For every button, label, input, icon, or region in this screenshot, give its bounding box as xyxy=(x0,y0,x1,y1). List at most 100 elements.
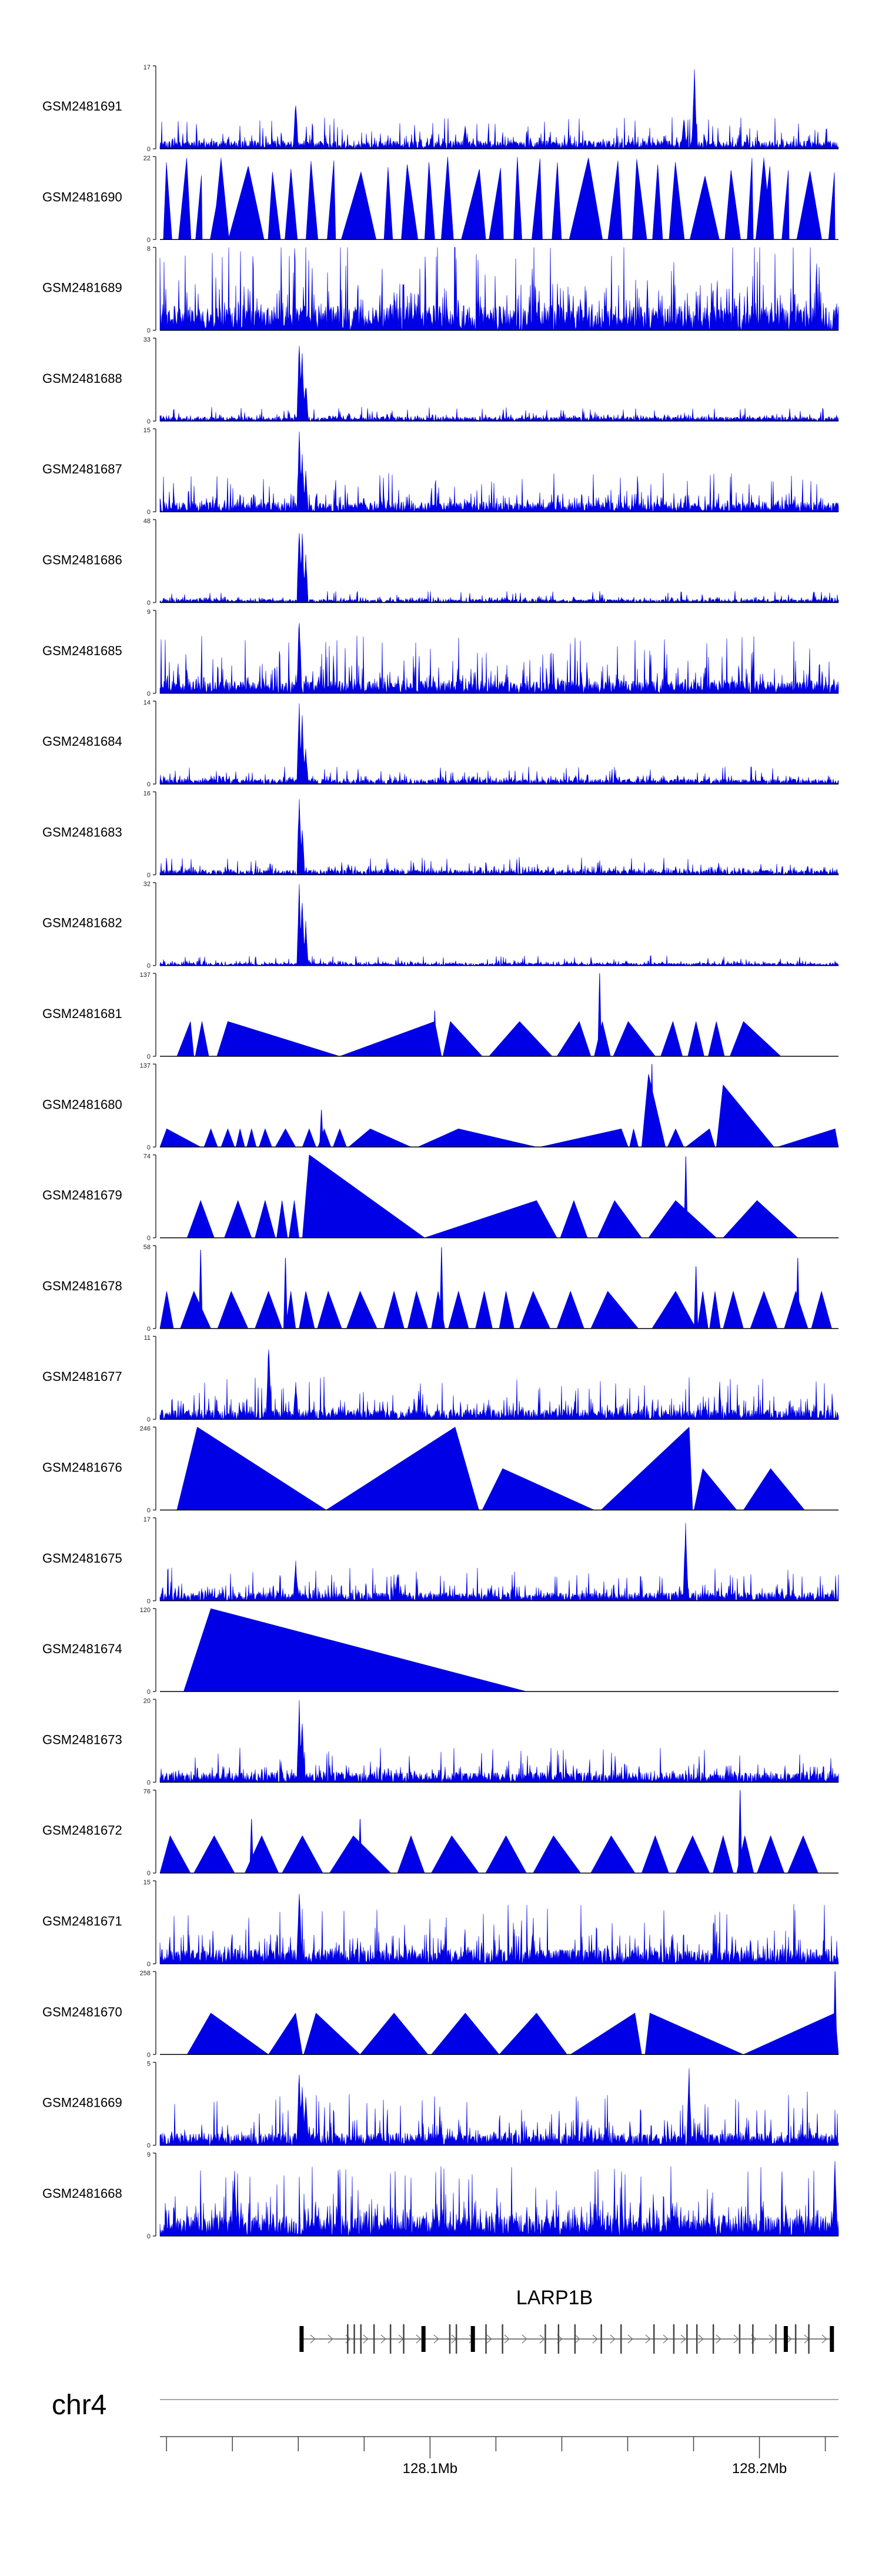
coverage-triangle xyxy=(667,1128,684,1147)
gene-exon xyxy=(653,2324,655,2354)
track-GSM2481670: GSM2481670 258 0 xyxy=(42,1970,839,2058)
coverage-signal xyxy=(159,1700,839,1783)
coverage-triangle xyxy=(652,1290,697,1329)
y-zero-label: 0 xyxy=(147,600,151,607)
coverage-triangle xyxy=(641,1835,669,1873)
y-zero-label: 0 xyxy=(147,1053,151,1060)
coverage-spike xyxy=(439,1247,444,1329)
track-label: GSM2481668 xyxy=(42,2186,122,2201)
coverage-triangle xyxy=(255,1290,283,1329)
coverage-signal xyxy=(159,247,839,331)
coverage-spike xyxy=(694,1266,699,1329)
coverage-triangle xyxy=(590,1290,639,1329)
gene-exon xyxy=(347,2324,349,2354)
y-zero-label: 0 xyxy=(147,872,151,879)
coverage-triangle xyxy=(276,1200,288,1238)
gene-exon xyxy=(449,2324,451,2354)
track-label: GSM2481680 xyxy=(42,1097,122,1112)
coverage-triangle xyxy=(383,1290,405,1329)
coverage-triangle xyxy=(743,2013,839,2055)
strand-chevron-icon xyxy=(663,2334,669,2344)
y-max-label: 58 xyxy=(143,1244,151,1251)
coverage-signal xyxy=(159,703,839,785)
coverage-triangle xyxy=(217,1290,249,1329)
coverage-peak xyxy=(212,156,229,240)
strand-chevron-icon xyxy=(680,2334,686,2344)
coverage-triangle xyxy=(660,1020,683,1057)
coverage-triangle xyxy=(448,1290,469,1329)
coverage-triangle xyxy=(693,1468,737,1510)
coverage-triangle xyxy=(811,1290,832,1329)
y-zero-label: 0 xyxy=(147,1144,151,1151)
gene-exon xyxy=(775,2324,777,2354)
coverage-triangle xyxy=(332,1128,347,1147)
coverage-triangle xyxy=(282,1835,323,1873)
gene-exon xyxy=(794,2324,797,2354)
strand-chevron-icon xyxy=(328,2334,333,2344)
strand-chevron-icon xyxy=(786,2334,792,2344)
coverage-triangle xyxy=(757,1835,785,1873)
y-max-label: 14 xyxy=(143,699,151,706)
track-GSM2481687: GSM2481687 15 0 xyxy=(42,427,839,516)
strand-chevron-icon xyxy=(821,2334,827,2344)
y-zero-label: 0 xyxy=(147,1507,151,1514)
y-zero-label: 0 xyxy=(147,509,151,516)
coverage-triangle xyxy=(777,1128,839,1147)
coverage-triangle xyxy=(629,1129,639,1147)
gene-exon xyxy=(373,2324,375,2354)
coverage-triangle xyxy=(697,1291,709,1329)
track-label: GSM2481691 xyxy=(42,99,122,114)
y-max-label: 9 xyxy=(147,2151,151,2158)
coverage-triangle xyxy=(346,1290,377,1329)
coverage-triangle xyxy=(220,1128,235,1147)
coverage-spike xyxy=(738,1790,743,1874)
y-max-label: 120 xyxy=(140,1607,151,1614)
y-zero-label: 0 xyxy=(147,1416,151,1423)
track-label: GSM2481688 xyxy=(42,371,122,386)
gene-exon xyxy=(470,2326,475,2352)
coverage-triangle xyxy=(685,1128,716,1147)
strand-chevron-icon xyxy=(433,2334,439,2344)
track-GSM2481677: GSM2481677 11 0 xyxy=(42,1334,839,1423)
gene-exon xyxy=(808,2324,810,2354)
strand-chevron-icon xyxy=(504,2334,510,2344)
coverage-triangle xyxy=(713,1835,734,1873)
coverage-triangle xyxy=(186,2013,269,2055)
gene-exon xyxy=(696,2324,698,2354)
y-max-label: 8 xyxy=(147,246,151,253)
coverage-triangle xyxy=(499,2013,567,2055)
y-zero-label: 0 xyxy=(147,2051,151,2058)
coverage-triangle xyxy=(613,1021,656,1057)
coverage-triangle xyxy=(431,1835,479,1873)
track-GSM2481691: GSM2481691 17 0 xyxy=(42,64,839,153)
coverage-spike xyxy=(249,1819,254,1874)
track-GSM2481688: GSM2481688 33 0 xyxy=(42,336,839,425)
coverage-triangle xyxy=(442,1021,483,1057)
track-GSM2481689: GSM2481689 8 0 xyxy=(42,246,839,335)
strand-chevron-icon xyxy=(539,2334,545,2344)
track-GSM2481672: GSM2481672 76 0 xyxy=(42,1788,838,1877)
track-label: GSM2481681 xyxy=(42,1006,122,1021)
coverage-peak xyxy=(756,156,773,240)
strand-chevron-icon xyxy=(592,2334,598,2344)
coverage-triangle xyxy=(570,2013,642,2055)
coverage-signal xyxy=(159,346,839,422)
gene-exon xyxy=(712,2324,714,2354)
coverage-triangle xyxy=(255,1200,276,1238)
track-GSM2481686: GSM2481686 48 0 xyxy=(42,518,839,607)
gene-exon xyxy=(421,2326,426,2352)
track-label: GSM2481690 xyxy=(42,189,122,204)
strand-chevron-icon xyxy=(610,2334,616,2344)
track-label: GSM2481675 xyxy=(42,1551,122,1566)
track-label: GSM2481685 xyxy=(42,643,122,658)
coverage-signal xyxy=(159,431,839,513)
y-max-label: 137 xyxy=(140,972,151,979)
coverage-triangle xyxy=(216,1021,340,1057)
y-zero-label: 0 xyxy=(147,1961,151,1968)
track-GSM2481685: GSM2481685 9 0 xyxy=(42,609,839,698)
coverage-triangle xyxy=(407,1290,429,1329)
strand-chevron-icon xyxy=(574,2334,580,2344)
y-max-label: 74 xyxy=(143,1153,151,1160)
coverage-triangle xyxy=(485,1835,527,1873)
